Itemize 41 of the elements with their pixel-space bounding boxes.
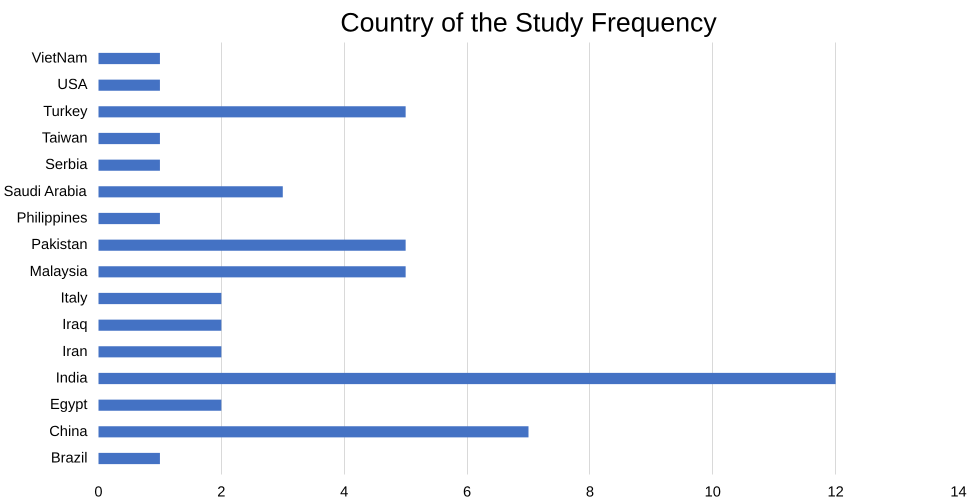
bar	[98, 372, 836, 384]
y-tick-label: USA	[57, 77, 88, 94]
bar	[98, 52, 160, 64]
y-tick-label: China	[49, 424, 88, 440]
y-tick-label: Iran	[62, 344, 88, 360]
bar	[98, 266, 406, 278]
y-tick-label: Pakistan	[31, 237, 88, 254]
y-tick-label: Iraq	[62, 317, 88, 334]
x-tick-label: 14	[950, 484, 967, 499]
chart-title: Country of the Study Frequency	[340, 8, 718, 38]
x-tick-label: 8	[586, 484, 594, 499]
y-tick-label: Serbia	[45, 157, 88, 174]
bar	[98, 426, 528, 438]
y-tick-label: Turkey	[43, 104, 88, 120]
x-tick-label: 2	[217, 484, 226, 499]
bar	[98, 106, 406, 118]
x-tick-label: 12	[827, 484, 844, 499]
x-tick-label: 6	[462, 484, 472, 499]
y-tick-label: Italy	[60, 290, 88, 306]
bar	[98, 132, 160, 144]
bar	[98, 80, 160, 91]
bar	[98, 400, 222, 411]
y-tick-label: Egypt	[50, 397, 88, 414]
y-tick-label: Taiwan	[42, 130, 88, 146]
bar	[98, 160, 160, 171]
y-tick-label: India	[56, 370, 88, 386]
y-tick-label: VietNam	[32, 50, 88, 66]
y-tick-label: Philippines	[16, 210, 88, 226]
bar	[98, 320, 222, 331]
bar	[98, 292, 222, 304]
bar	[98, 346, 222, 358]
y-tick-label: Brazil	[50, 450, 88, 466]
bar	[98, 186, 283, 198]
y-tick-label: Saudi Arabia	[4, 184, 88, 200]
bar	[98, 240, 406, 251]
bar	[98, 452, 160, 464]
x-tick-label: 4	[340, 484, 348, 499]
x-tick-label: 0	[94, 484, 103, 499]
x-tick-label: 10	[704, 484, 721, 499]
bar	[98, 212, 160, 224]
y-tick-label: Malaysia	[30, 264, 88, 280]
